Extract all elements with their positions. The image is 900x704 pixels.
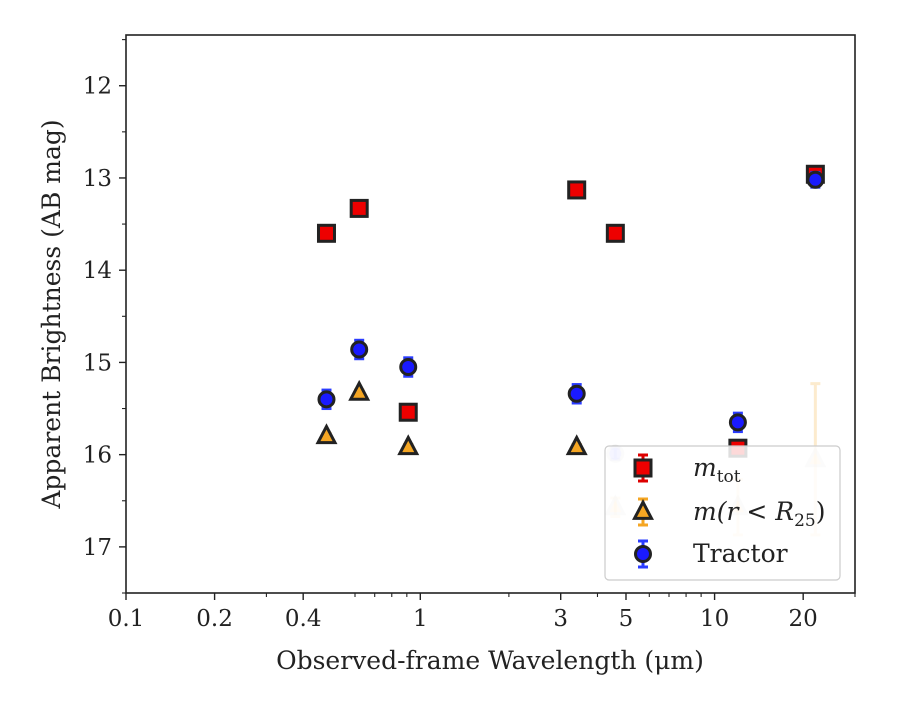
legend-label-subscript: 25 <box>794 511 816 531</box>
y-tick-label: 15 <box>83 350 112 376</box>
circle-point <box>399 358 418 377</box>
circle-point <box>728 413 747 432</box>
legend-marker <box>633 458 653 478</box>
square-point <box>567 180 587 200</box>
square-point <box>316 223 336 243</box>
square-point <box>605 223 625 243</box>
circle-point <box>317 390 336 409</box>
triangle-point <box>348 379 371 401</box>
x-tick-label: 0.2 <box>196 606 233 632</box>
legend-item-triangle: m(r < R25) <box>632 497 825 531</box>
legend-label: Tractor <box>693 539 788 568</box>
legend-marker <box>632 499 654 520</box>
square-point <box>398 402 418 422</box>
legend-box <box>604 445 841 581</box>
x-tick-label: 0.4 <box>285 606 322 632</box>
circle-point <box>567 384 586 403</box>
triangle-point <box>397 434 420 456</box>
series-circle <box>317 170 825 463</box>
legend-label-main: Tractor <box>693 539 788 568</box>
x-tick-label: 10 <box>700 606 729 632</box>
x-tick-label: 1 <box>413 606 428 632</box>
legend-label: mtot <box>693 453 741 487</box>
circle-point <box>806 170 825 189</box>
y-tick-label: 16 <box>83 443 112 469</box>
x-tick-label: 3 <box>553 606 568 632</box>
legend-label-subscript: tot <box>717 467 741 487</box>
series-square <box>316 164 825 458</box>
x-tick-label: 20 <box>789 606 818 632</box>
legend-label-main: m(r < R <box>693 497 794 526</box>
y-tick-label: 13 <box>83 166 112 192</box>
triangle-point <box>315 423 338 445</box>
circle-point <box>350 340 369 359</box>
legend-item-square: mtot <box>633 453 741 487</box>
y-tick-label: 14 <box>83 258 112 284</box>
plot-frame <box>125 34 856 594</box>
y-axis-label: Apparent Brightness (AB mag) <box>37 119 66 509</box>
x-tick-label: 5 <box>619 606 634 632</box>
triangle-point <box>565 434 588 456</box>
y-tick-label: 12 <box>83 74 112 100</box>
legend-marker <box>634 545 652 563</box>
x-axis-label: Observed-frame Wavelength (μm) <box>276 646 704 675</box>
legend-label-tail: ) <box>816 497 826 526</box>
legend-item-circle: Tractor <box>634 539 788 569</box>
legend-label-main: m <box>693 453 717 482</box>
x-tick-label: 0.1 <box>108 606 145 632</box>
y-tick-label: 17 <box>83 535 112 561</box>
legend-label: m(r < R25) <box>693 497 825 531</box>
square-point <box>349 198 369 218</box>
